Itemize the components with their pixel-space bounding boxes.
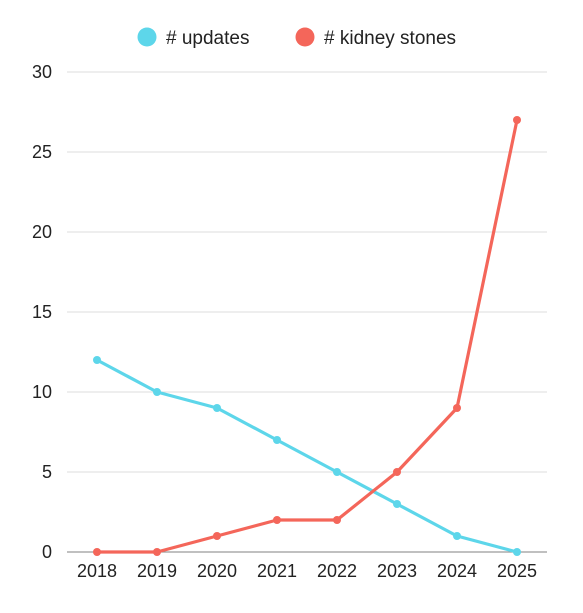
x-tick-label: 2021 <box>257 561 297 581</box>
legend-item: # kidney stones <box>295 27 456 49</box>
x-tick-label: 2024 <box>437 561 477 581</box>
data-point <box>153 548 161 556</box>
legend-item: # updates <box>137 27 249 49</box>
x-tick-label: 2022 <box>317 561 357 581</box>
data-point <box>393 468 401 476</box>
series-kidney-stones <box>93 116 521 556</box>
y-tick-label: 20 <box>32 222 52 242</box>
legend-label: # updates <box>166 28 249 49</box>
x-axis-ticks: 2018 2019 2020 2021 2022 2023 2024 2025 <box>77 561 537 581</box>
x-tick-label: 2019 <box>137 561 177 581</box>
data-point <box>213 532 221 540</box>
y-tick-label: 25 <box>32 142 52 162</box>
y-tick-label: 5 <box>42 462 52 482</box>
data-point <box>153 388 161 396</box>
data-point <box>333 468 341 476</box>
data-point <box>213 404 221 412</box>
data-point <box>393 500 401 508</box>
data-point <box>453 532 461 540</box>
x-tick-label: 2025 <box>497 561 537 581</box>
y-tick-label: 10 <box>32 382 52 402</box>
x-tick-label: 2020 <box>197 561 237 581</box>
legend-marker <box>295 27 315 47</box>
gridlines <box>67 71 547 553</box>
legend-marker <box>137 27 157 47</box>
data-point <box>453 404 461 412</box>
data-point <box>513 116 521 124</box>
y-tick-label: 0 <box>42 542 52 562</box>
data-point <box>93 548 101 556</box>
legend: # updates # kidney stones <box>137 27 456 49</box>
x-tick-label: 2018 <box>77 561 117 581</box>
x-tick-label: 2023 <box>377 561 417 581</box>
data-point <box>333 516 341 524</box>
data-point <box>273 516 281 524</box>
y-axis-ticks: 0 5 10 15 20 25 30 <box>32 62 52 562</box>
series-layer <box>93 116 521 556</box>
data-point <box>93 356 101 364</box>
y-tick-label: 30 <box>32 62 52 82</box>
series-updates <box>93 356 521 556</box>
series-line <box>95 118 519 554</box>
data-point <box>513 548 521 556</box>
legend-label: # kidney stones <box>324 28 456 49</box>
data-point <box>273 436 281 444</box>
series-line <box>95 358 519 554</box>
y-tick-label: 15 <box>32 302 52 322</box>
